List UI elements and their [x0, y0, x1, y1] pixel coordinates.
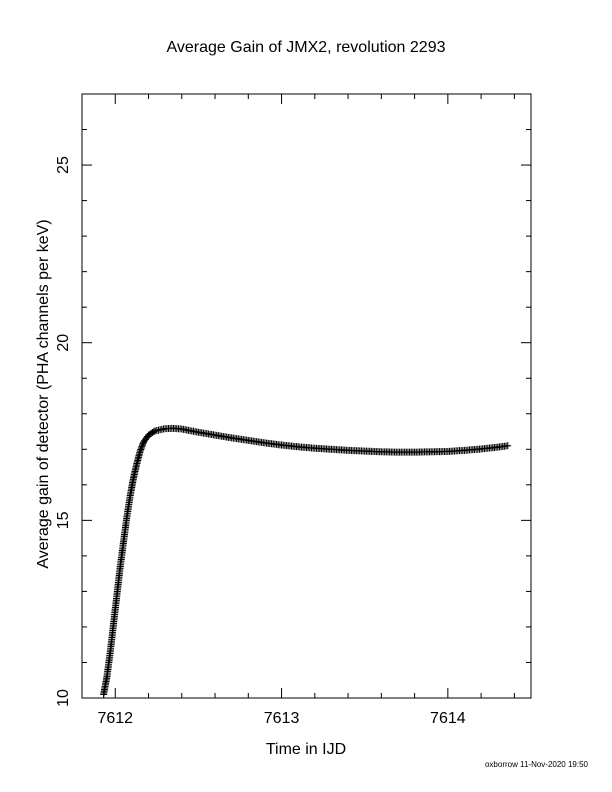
y-tick-label: 25 — [55, 156, 72, 174]
data-points — [100, 424, 512, 698]
x-axis-label: Time in IJD — [266, 741, 346, 758]
y-tick-label: 10 — [55, 689, 72, 707]
data-point-plus — [504, 442, 512, 450]
data-point-plus — [137, 444, 145, 452]
x-tick-label: 7613 — [264, 710, 300, 727]
y-axis-label: Average gain of detector (PHA channels p… — [35, 219, 52, 568]
tick-labels: 7612 7613 7614 10 15 20 25 — [55, 156, 466, 727]
data-point-plus — [150, 428, 158, 436]
plot-frame — [81, 93, 532, 699]
data-point-plus — [139, 440, 147, 448]
data-point-plus — [138, 441, 146, 449]
axis-ticks — [81, 93, 531, 699]
footer-credit: oxborrow 11-Nov-2020 19:50 — [485, 760, 589, 769]
y-tick-label: 15 — [55, 511, 72, 529]
data-point-plus — [136, 447, 144, 455]
x-tick-label: 7614 — [430, 710, 466, 727]
chart-title: Average Gain of JMX2, revolution 2293 — [167, 39, 446, 56]
data-point-plus — [137, 446, 145, 454]
data-point-plus — [138, 443, 146, 451]
y-tick-label: 20 — [55, 334, 72, 352]
x-tick-label: 7612 — [97, 710, 133, 727]
